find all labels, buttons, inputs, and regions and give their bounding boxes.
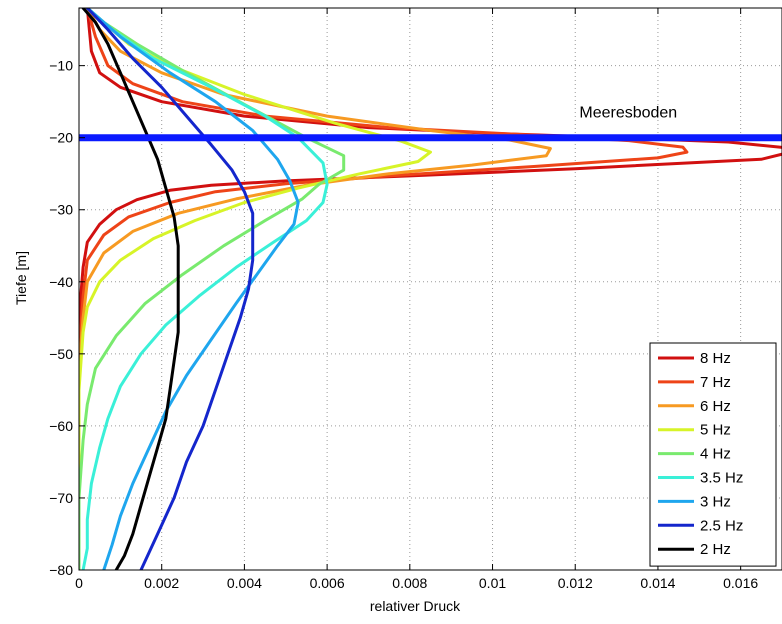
- series-lines: [79, 8, 782, 570]
- legend-entry-label: 5 Hz: [700, 422, 731, 439]
- legend: 8 Hz 7 Hz 6 Hz 5 Hz 4 Hz 3.5 Hz 3 Hz 2.5 Hz 2 Hz: [649, 342, 777, 567]
- x-tick-label: 0.006: [310, 575, 345, 591]
- legend-entry-label: 7 Hz: [700, 374, 731, 391]
- legend-entry-label: 3.5 Hz: [700, 470, 743, 487]
- legend-entry-label: 4 Hz: [700, 446, 731, 463]
- seabed-label: Meeresboden: [579, 105, 677, 122]
- series-line-7-hz: [79, 8, 689, 570]
- plot-frame: [78, 7, 782, 571]
- x-tick-label: 0.01: [479, 575, 506, 591]
- series-line-3-5-hz: [81, 8, 329, 570]
- y-tick-label: −80: [49, 562, 73, 578]
- y-axis-label: Tiefe [m]: [13, 251, 29, 305]
- series-line-3-hz: [85, 8, 300, 570]
- annotations: Meeresboden: [79, 105, 782, 142]
- legend-entry-label: 6 Hz: [700, 398, 731, 415]
- x-axis-label: relativer Druck: [370, 598, 461, 614]
- x-tick-label: 0.016: [723, 575, 758, 591]
- x-tick-label: 0.012: [558, 575, 593, 591]
- axes: 0 0.002 0.004 0.006 0.008 0.01 0.012 0.014 0.016…: [49, 7, 782, 591]
- y-tick-label: −50: [49, 346, 73, 362]
- series-line-2-5-hz: [85, 8, 255, 570]
- x-tick-label: 0.004: [227, 575, 262, 591]
- x-tick-label: 0: [75, 575, 83, 591]
- y-tick-label: −20: [49, 130, 73, 146]
- y-tick-label: −10: [49, 58, 73, 74]
- x-tick-label: 0.014: [640, 575, 675, 591]
- series-line-8-hz: [79, 8, 782, 570]
- x-tick-label: 0.008: [392, 575, 427, 591]
- y-tick-label: −60: [49, 418, 73, 434]
- y-tick-label: −30: [49, 202, 73, 218]
- y-tick-label: −40: [49, 274, 73, 290]
- y-tick-label: −70: [49, 490, 73, 506]
- x-tick-label: 0.002: [144, 575, 179, 591]
- series-line-2-hz: [81, 8, 180, 570]
- legend-entry-label: 2.5 Hz: [700, 517, 743, 534]
- legend-entry-label: 8 Hz: [700, 350, 731, 367]
- legend-entry-label: 2 Hz: [700, 541, 731, 558]
- legend-entry-label: 3 Hz: [700, 493, 731, 510]
